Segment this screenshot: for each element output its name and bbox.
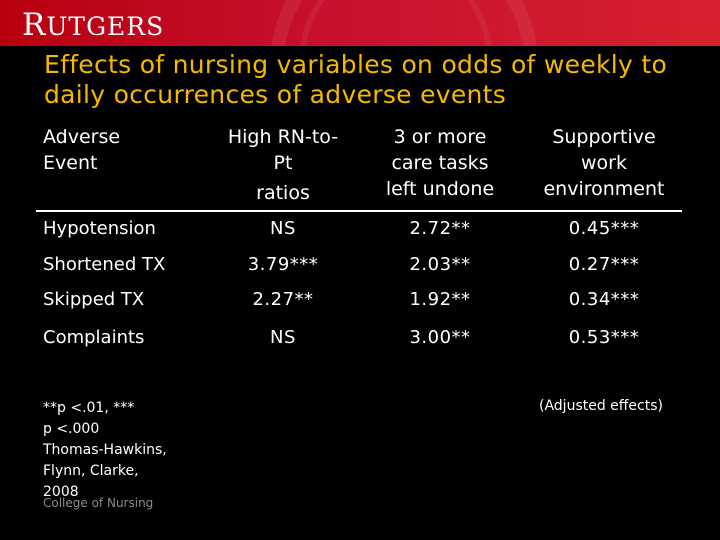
cell-env-shortened-tx: 0.27*** — [568, 254, 640, 275]
footnote-line: Flynn, Clarke, — [43, 463, 139, 479]
header-care-tasks: 3 or more care tasks left undone — [360, 124, 520, 202]
header-work-environment: Supportive work environment — [520, 124, 688, 202]
cell-tasks-hypotension: 2.72** — [409, 218, 471, 239]
cell-tasks-complaints: 3.00** — [409, 327, 471, 348]
header-bar: RUTGERS — [0, 0, 720, 46]
university-seal-inner — [300, 0, 492, 46]
header-rn-ratio: High RN-to- Pt ratios — [198, 124, 368, 206]
footnote-line: **p <.01, *** — [43, 400, 135, 416]
header-line: left undone — [385, 178, 495, 200]
header-line: work — [581, 152, 627, 174]
footnote-line: 2008 — [43, 484, 79, 500]
cell-tasks-shortened-tx: 2.03** — [409, 254, 471, 275]
header-adverse-event: Adverse Event — [43, 124, 120, 176]
header-divider — [36, 210, 682, 212]
cell-rn-shortened-tx: 3.79*** — [247, 254, 319, 275]
footnote-line: Thomas-Hawkins, — [43, 442, 167, 458]
header-line: care tasks — [391, 152, 489, 174]
rutgers-logo: RUTGERS — [22, 7, 165, 43]
row-event-complaints: Complaints — [43, 327, 145, 348]
cell-env-complaints: 0.53*** — [568, 327, 640, 348]
header-line: Pt — [273, 152, 293, 174]
cell-rn-complaints: NS — [270, 327, 296, 348]
cell-rn-skipped-tx: 2.27** — [252, 289, 314, 310]
header-line: Supportive — [552, 126, 656, 148]
header-line: ratios — [256, 182, 310, 204]
cell-rn-hypotension: NS — [270, 218, 296, 239]
cell-env-hypotension: 0.45*** — [568, 218, 640, 239]
header-line: High RN-to- — [227, 126, 339, 148]
college-of-nursing-label: College of Nursing — [43, 496, 154, 510]
footnote-citation: **p <.01, *** p <.000 Thomas-Hawkins, Fl… — [43, 398, 213, 503]
header-line: Adverse — [43, 126, 121, 148]
row-event-shortened-tx: Shortened TX — [43, 254, 166, 275]
row-event-hypotension: Hypotension — [43, 218, 156, 239]
header-line: Event — [43, 152, 98, 174]
row-event-skipped-tx: Skipped TX — [43, 289, 145, 310]
footnote-line: p <.000 — [43, 421, 100, 437]
header-line: 3 or more — [393, 126, 487, 148]
header-line: environment — [543, 178, 665, 200]
cell-env-skipped-tx: 0.34*** — [568, 289, 640, 310]
cell-tasks-skipped-tx: 1.92** — [409, 289, 471, 310]
slide-title: Effects of nursing variables on odds of … — [44, 50, 668, 109]
adjusted-effects-note: (Adjusted effects) — [539, 398, 663, 414]
